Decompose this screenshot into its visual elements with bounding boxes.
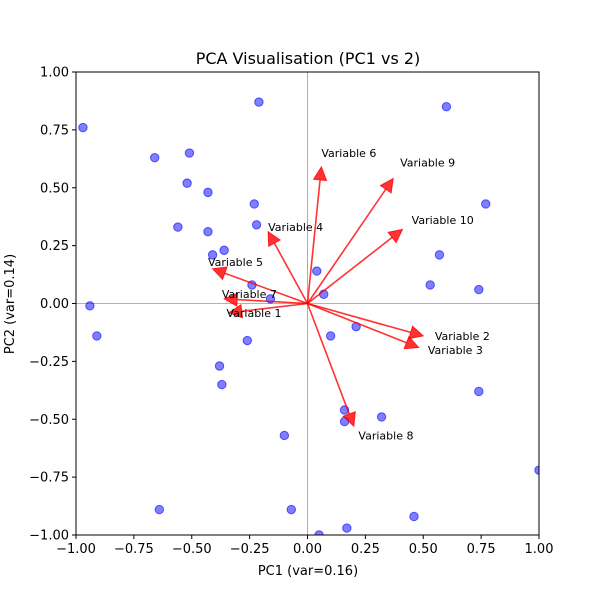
loading-arrow-head — [211, 266, 228, 281]
loading-arrows — [211, 165, 425, 428]
data-point — [85, 301, 95, 311]
data-point — [342, 523, 352, 533]
y-tick-label: 0.75 — [40, 123, 69, 138]
data-point — [217, 379, 227, 390]
loading-arrow-shaft — [306, 179, 321, 304]
chart-title: PCA Visualisation (PC1 vs 2) — [196, 49, 421, 68]
loading-arrow-shaft — [307, 302, 407, 344]
x-tick-label: −0.50 — [172, 542, 212, 557]
data-point — [154, 504, 165, 515]
loading-arrow-shaft — [306, 303, 350, 415]
data-point — [425, 280, 435, 290]
loading-label: Variable 4 — [268, 221, 323, 234]
data-point — [219, 245, 229, 255]
loading-label: Variable 3 — [428, 344, 483, 357]
loading-arrow-head — [267, 230, 282, 248]
loading-label: Variable 5 — [208, 256, 263, 269]
y-tick-label: 1.00 — [40, 66, 69, 81]
data-point — [434, 250, 445, 260]
x-tick-label: 0.75 — [467, 542, 496, 557]
data-point — [286, 504, 296, 515]
data-point — [474, 284, 484, 295]
data-point — [203, 187, 213, 198]
x-tick-label: 0.25 — [351, 542, 380, 557]
loading-label: Variable 10 — [412, 214, 474, 227]
loading-arrow-head — [227, 303, 244, 319]
loading-arrow-shaft — [241, 302, 308, 313]
data-point — [376, 412, 387, 422]
scatter-points — [78, 97, 539, 535]
data-point — [279, 430, 290, 441]
loading-arrow-head — [387, 228, 404, 244]
data-point — [242, 335, 253, 346]
y-tick-label: 0.00 — [40, 297, 69, 312]
data-point — [207, 250, 218, 260]
loading-label: Variable 2 — [435, 330, 490, 343]
data-point — [251, 220, 262, 230]
x-tick-label: 0.50 — [409, 542, 438, 557]
data-point — [441, 102, 452, 112]
y-tick-label: −0.75 — [29, 471, 69, 486]
data-point — [214, 361, 225, 371]
y-tick-label: −0.50 — [29, 413, 69, 428]
data-point — [150, 152, 160, 163]
y-tick-label: −0.25 — [29, 355, 69, 370]
x-axis-label: PC1 (var=0.16) — [258, 564, 358, 579]
x-tick-label: 0.00 — [293, 542, 322, 557]
loading-arrow-head — [342, 410, 356, 428]
data-point — [78, 122, 88, 133]
loading-label: Variable 6 — [321, 147, 376, 160]
data-point — [481, 199, 491, 209]
loading-arrow-shaft — [306, 188, 387, 304]
loading-arrow-head — [223, 292, 239, 307]
loading-label: Variable 7 — [222, 288, 277, 301]
y-tick-label: 0.25 — [40, 239, 69, 254]
data-point — [249, 199, 259, 209]
data-point — [254, 97, 264, 107]
loading-arrow-shaft — [307, 302, 411, 334]
y-axis-label: PC2 (var=0.14) — [3, 254, 18, 354]
loading-arrow-shaft — [273, 242, 309, 304]
data-point — [92, 331, 102, 341]
loading-label: Variable 1 — [226, 307, 281, 320]
y-tick-label: −1.00 — [29, 529, 69, 544]
data-point — [474, 386, 484, 397]
data-point — [184, 148, 195, 158]
loading-arrow-head — [408, 325, 425, 340]
loading-arrow-head — [403, 335, 420, 350]
loading-label: Variable 8 — [358, 429, 413, 442]
y-axis-ticks: −1.00 −0.75 −0.50 −0.25 0.00 0.25 0.50 0.75 1.00 — [29, 66, 76, 544]
loading-arrow-head — [312, 165, 328, 182]
loading-arrow-head — [379, 177, 394, 194]
data-point — [173, 222, 183, 232]
x-tick-label: −0.75 — [114, 542, 154, 557]
x-tick-label: −1.00 — [56, 542, 96, 557]
y-tick-label: 0.50 — [40, 181, 69, 196]
x-axis-ticks: −1.00 −0.75 −0.50 −0.25 0.00 0.25 0.50 0.75 1.00 — [56, 535, 553, 557]
x-tick-label: 1.00 — [525, 542, 554, 557]
x-tick-label: −0.25 — [230, 542, 270, 557]
data-point — [325, 331, 336, 341]
loading-arrow-shaft — [307, 236, 393, 305]
loading-arrow-shaft — [224, 272, 308, 305]
loading-label: Variable 9 — [400, 156, 455, 169]
data-point — [312, 266, 322, 276]
loading-arrow-shaft — [237, 298, 308, 305]
data-point — [182, 178, 192, 188]
data-point — [203, 227, 213, 237]
data-point — [409, 511, 419, 522]
